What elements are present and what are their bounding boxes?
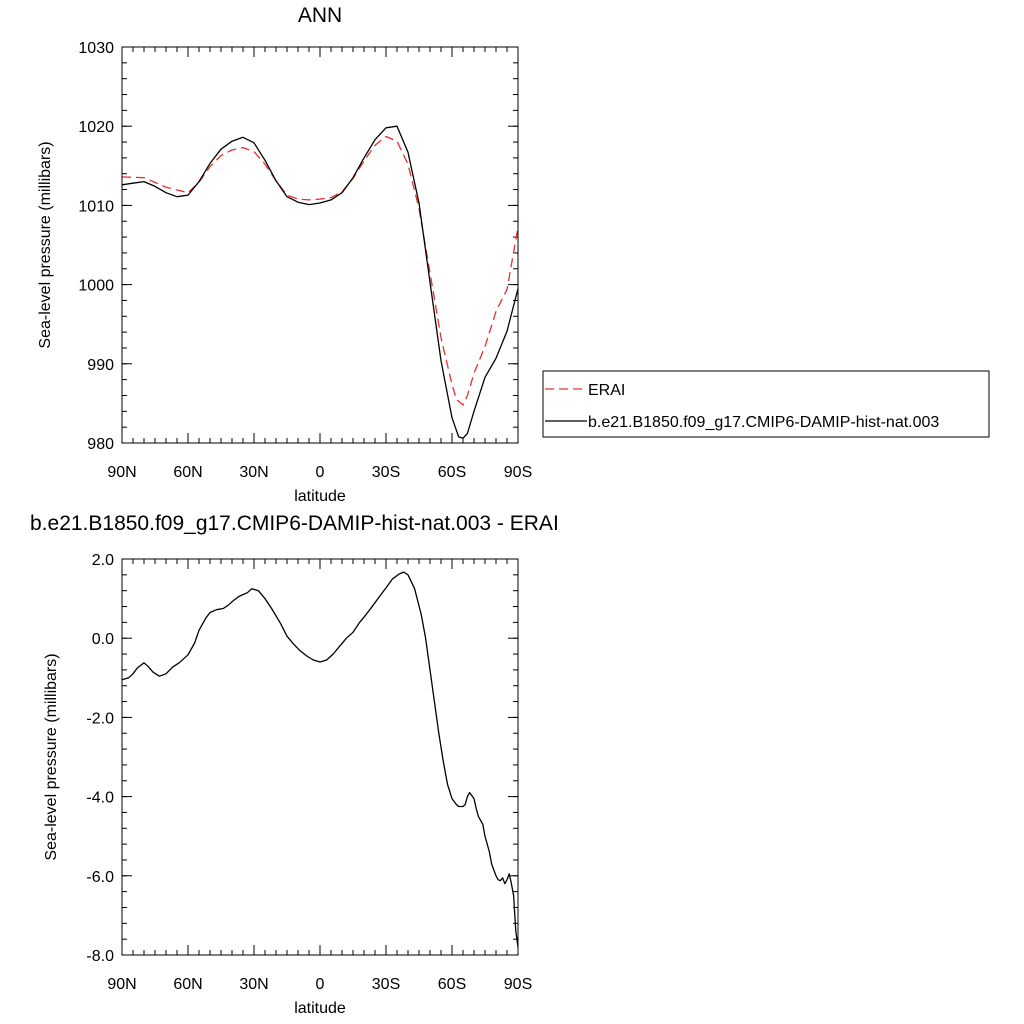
x-tick-label: 90S xyxy=(504,976,532,993)
series-line-1 xyxy=(121,571,519,948)
legend-label: b.e21.B1850.f09_g17.CMIP6-DAMIP-hist-nat… xyxy=(588,414,939,431)
legend-label: ERAI xyxy=(588,382,625,399)
x-tick-label: 60N xyxy=(173,976,202,993)
difference-chart: b.e21.B1850.f09_g17.CMIP6-DAMIP-hist-nat… xyxy=(30,512,559,1017)
y-tick-label: 1010 xyxy=(78,198,114,215)
x-tick-label: 60S xyxy=(438,464,466,481)
y-tick-label: 980 xyxy=(87,436,114,453)
y-tick-label: 2.0 xyxy=(92,552,114,569)
y-tick-label: 1020 xyxy=(78,119,114,136)
x-tick-label: 30S xyxy=(372,464,400,481)
x-axis-label: latitude xyxy=(294,488,346,505)
y-tick-label: 1000 xyxy=(78,278,114,295)
series-line-2 xyxy=(121,125,519,439)
x-tick-label: 90N xyxy=(107,464,136,481)
series-line-1 xyxy=(121,135,519,406)
legend-box xyxy=(542,370,990,438)
y-tick-label: -2.0 xyxy=(86,710,114,727)
x-tick-label: 30S xyxy=(372,976,400,993)
x-tick-label: 90S xyxy=(504,464,532,481)
x-tick-label: 60S xyxy=(438,976,466,993)
y-tick-label: 0.0 xyxy=(92,631,114,648)
y-tick-label: 990 xyxy=(87,357,114,374)
x-tick-label: 60N xyxy=(173,464,202,481)
y-tick-label: -6.0 xyxy=(86,869,114,886)
y-axis-label: Sea-level pressure (millibars) xyxy=(37,141,54,348)
plot-frame xyxy=(121,558,519,956)
x-tick-label: 30N xyxy=(239,976,268,993)
y-tick-label: -4.0 xyxy=(86,790,114,807)
x-axis-label: latitude xyxy=(294,1000,346,1017)
x-tick-label: 0 xyxy=(316,976,325,993)
x-tick-label: 0 xyxy=(316,464,325,481)
y-tick-label: -8.0 xyxy=(86,948,114,965)
chart-title: b.e21.B1850.f09_g17.CMIP6-DAMIP-hist-nat… xyxy=(30,512,559,535)
x-tick-label: 90N xyxy=(107,976,136,993)
y-tick-label: 1030 xyxy=(78,40,114,57)
top-chart: ANN 90N 60N 30N 0 30S 60S 90S 980 990 1000 1010 1020… xyxy=(37,4,990,505)
plot-frame xyxy=(121,46,519,444)
y-axis-label: Sea-level pressure (millibars) xyxy=(43,653,60,860)
x-tick-label: 30N xyxy=(239,464,268,481)
chart-title: ANN xyxy=(298,4,342,27)
